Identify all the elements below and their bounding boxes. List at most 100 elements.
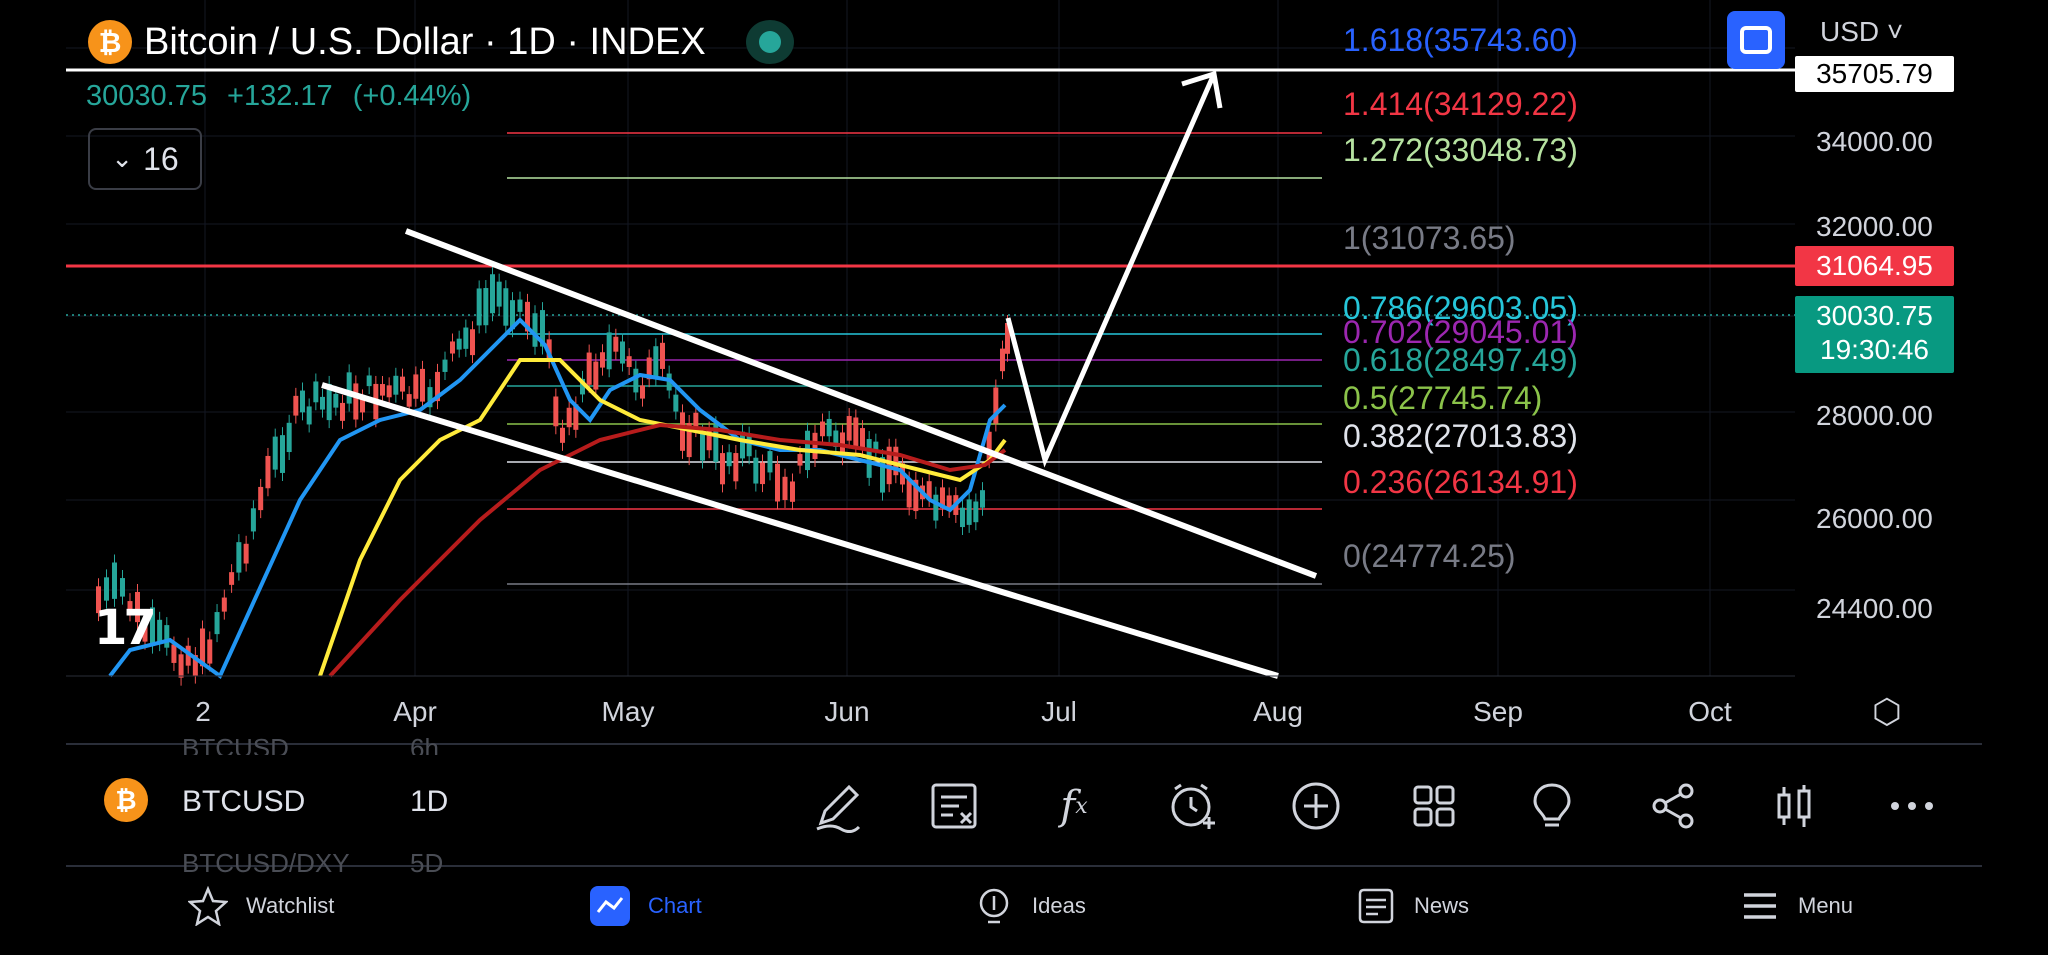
fib-label-0382: 0.382(27013.83) bbox=[1343, 418, 1578, 454]
candle-body bbox=[286, 422, 292, 453]
candle-body bbox=[503, 288, 509, 326]
candle-body bbox=[229, 572, 235, 585]
share-icon[interactable] bbox=[1645, 778, 1701, 834]
candle-body bbox=[640, 385, 645, 399]
candle-body bbox=[280, 435, 285, 473]
candle-body bbox=[333, 393, 339, 408]
candle-body bbox=[593, 361, 599, 390]
candle-body bbox=[532, 313, 538, 347]
symbol-header[interactable]: ₿ Bitcoin / U.S. Dollar · 1D · INDEX bbox=[88, 20, 706, 64]
candle-body bbox=[913, 479, 919, 512]
nav-menu[interactable]: Menu bbox=[1740, 886, 1853, 926]
add-icon[interactable] bbox=[1288, 778, 1344, 834]
more-icon[interactable] bbox=[1884, 778, 1940, 834]
candle-body bbox=[960, 507, 965, 528]
nav-watchlist[interactable]: Watchlist bbox=[188, 886, 334, 926]
x-axis-label: Sep bbox=[1473, 696, 1523, 727]
ghost-interval-below: 5D bbox=[410, 848, 444, 878]
candle-body bbox=[313, 381, 319, 403]
candle-body bbox=[820, 421, 825, 437]
candle-body bbox=[926, 481, 932, 499]
object-tree-icon[interactable] bbox=[926, 778, 982, 834]
fib-label-0702: 0.702(29045.01) bbox=[1343, 314, 1578, 350]
candle-body bbox=[720, 453, 725, 485]
candle-body bbox=[653, 346, 659, 379]
candle-body bbox=[272, 436, 278, 470]
candle-body bbox=[600, 352, 605, 368]
add-alert-icon[interactable] bbox=[1166, 778, 1222, 834]
lightbulb-icon bbox=[974, 886, 1014, 926]
fib-label-0: 0(24774.25) bbox=[1343, 538, 1516, 574]
candle-body bbox=[753, 457, 759, 484]
chart-settings-icon[interactable]: ⬡ bbox=[1872, 692, 1902, 732]
ideas-icon[interactable] bbox=[1524, 778, 1580, 834]
candle-body bbox=[386, 385, 392, 398]
candle-body bbox=[613, 336, 619, 352]
tradingview-logo-icon: 17 bbox=[94, 600, 157, 656]
currency-selector[interactable]: USD ˅ bbox=[1820, 16, 1904, 47]
candle-body bbox=[553, 396, 559, 427]
fib-label-1272: 1.272(33048.73) bbox=[1343, 132, 1578, 168]
layout-fullscreen-button[interactable] bbox=[1727, 11, 1785, 69]
candle-body bbox=[812, 432, 818, 460]
candle-body bbox=[540, 310, 545, 347]
candle-body bbox=[973, 501, 979, 523]
candle-body bbox=[127, 601, 133, 614]
candle-body bbox=[586, 352, 592, 385]
candle-body bbox=[104, 577, 109, 601]
price-change-pct: (+0.44%) bbox=[352, 80, 472, 112]
candle-body bbox=[525, 301, 530, 332]
templates-icon[interactable] bbox=[1406, 778, 1462, 834]
fib-label-0236: 0.236(26134.91) bbox=[1343, 464, 1578, 500]
candle-body bbox=[236, 542, 242, 573]
candle-body bbox=[320, 396, 325, 410]
fib-label-1: 1(31073.65) bbox=[1343, 220, 1516, 256]
candle-body bbox=[880, 457, 885, 493]
channel-lower-line bbox=[321, 382, 1279, 679]
chart-type-icon[interactable] bbox=[1766, 778, 1822, 834]
candle-body bbox=[360, 397, 365, 413]
candle-body bbox=[646, 357, 652, 380]
news-icon bbox=[1356, 886, 1396, 926]
drawing-icon[interactable] bbox=[810, 778, 866, 834]
candle-body bbox=[326, 383, 332, 421]
nav-label: News bbox=[1414, 893, 1470, 918]
symbol-name[interactable]: BTCUSD bbox=[182, 785, 306, 818]
candle-body bbox=[265, 455, 271, 489]
y-axis-label: 32000.00 bbox=[1816, 211, 1933, 242]
candle-body bbox=[946, 495, 952, 510]
x-axis-label: May bbox=[601, 696, 655, 727]
candle-body bbox=[573, 404, 579, 430]
nav-chart[interactable]: Chart bbox=[590, 886, 702, 926]
candle-body bbox=[393, 375, 399, 395]
candle-body bbox=[620, 341, 625, 364]
candle-body bbox=[933, 494, 939, 521]
chevron-down-icon: ⌄ bbox=[111, 144, 134, 174]
candle-body bbox=[893, 446, 899, 476]
candle-body bbox=[686, 423, 692, 458]
candle-body bbox=[733, 453, 739, 482]
candle-body bbox=[860, 428, 865, 448]
candle-body bbox=[797, 454, 803, 466]
candle-body bbox=[580, 378, 585, 395]
symbol-picker[interactable]: ₿ bbox=[104, 778, 148, 822]
bitcoin-icon: ₿ bbox=[104, 778, 148, 822]
symbol-interval[interactable]: 1D bbox=[410, 785, 449, 818]
x-axis-label: Oct bbox=[1688, 696, 1732, 727]
indicators-collapse-button[interactable]: ⌄ 16 bbox=[88, 128, 202, 190]
candle-body bbox=[185, 645, 191, 666]
price-tag-resistance: 31064.95 bbox=[1795, 246, 1954, 286]
candle-body bbox=[775, 463, 780, 502]
nav-ideas[interactable]: Ideas bbox=[974, 886, 1086, 926]
nav-news[interactable]: News bbox=[1356, 886, 1469, 926]
candle-body bbox=[760, 462, 765, 485]
candle-body bbox=[420, 368, 425, 402]
candle-body bbox=[346, 372, 352, 404]
x-axis-label: Aug bbox=[1253, 696, 1303, 727]
candle-body bbox=[626, 356, 632, 367]
channel-upper-line bbox=[404, 228, 1318, 579]
y-axis-label: 24400.00 bbox=[1816, 593, 1933, 624]
candle-body bbox=[120, 578, 125, 597]
